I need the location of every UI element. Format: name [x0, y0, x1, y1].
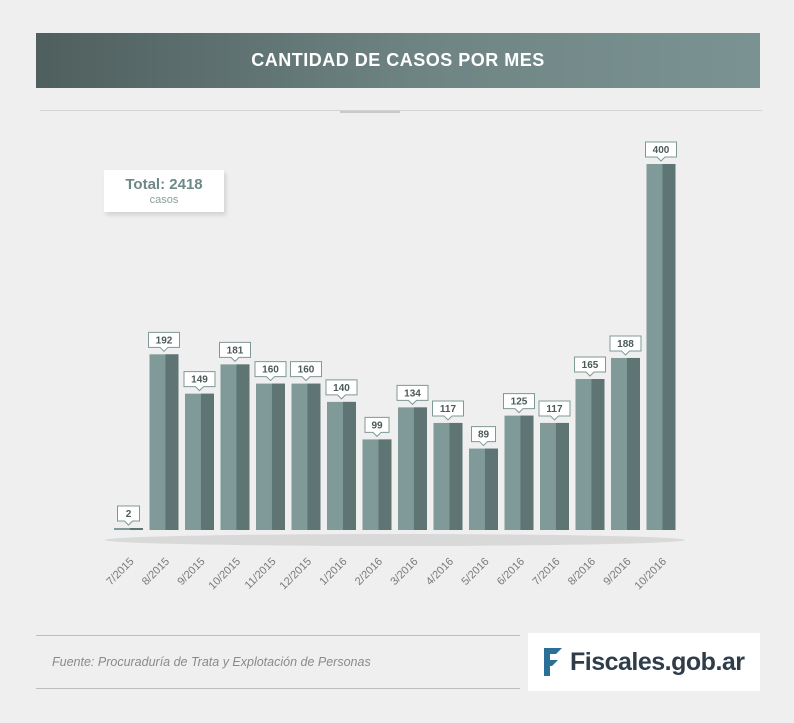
bar-shade	[449, 422, 463, 530]
x-tick-label: 7/2015	[104, 556, 136, 588]
x-tick-label: 8/2015	[140, 556, 172, 588]
data-label: 89	[478, 430, 490, 441]
total-label: Total: 2418	[125, 176, 203, 193]
bar-shade	[555, 422, 569, 530]
data-label-box	[364, 416, 390, 438]
bar	[114, 528, 143, 530]
bar-shade	[591, 379, 605, 530]
data-label: 188	[617, 339, 634, 350]
x-tick-label: 10/2016	[633, 556, 670, 593]
bar-shade	[342, 401, 356, 530]
x-tick-label: 1/2016	[317, 556, 349, 588]
bar-shade	[662, 164, 676, 530]
total-unit: casos	[149, 194, 179, 206]
x-tick-label: 9/2016	[601, 556, 633, 588]
data-label-box	[219, 341, 251, 363]
title-banner: CANTIDAD DE CASOS POR MES	[36, 33, 760, 88]
x-tick-label: 10/2015	[207, 556, 244, 593]
data-label-box	[609, 335, 642, 356]
x-tick-label: 11/2015	[243, 556, 279, 592]
data-label-box	[183, 371, 216, 392]
data-label: 134	[404, 388, 421, 399]
data-label: 2	[126, 509, 132, 520]
x-tick-label: 9/2015	[175, 556, 207, 588]
data-label: 192	[156, 335, 173, 346]
data-label-box	[432, 400, 464, 421]
total-badge: Total: 2418 casos	[104, 170, 224, 212]
data-label: 99	[371, 420, 383, 431]
data-label: 117	[546, 404, 563, 415]
data-label-box	[325, 379, 358, 400]
footer-bottom-rule	[36, 688, 520, 689]
bar-shade	[307, 383, 321, 530]
data-label-box	[503, 393, 535, 414]
data-label-box	[290, 361, 322, 382]
x-tick-label: 3/2016	[388, 556, 420, 588]
bar-shade	[271, 383, 285, 530]
bar-shade	[413, 407, 427, 530]
data-label-box	[645, 141, 677, 162]
chart-title: CANTIDAD DE CASOS POR MES	[251, 50, 545, 70]
data-label: 149	[191, 375, 208, 386]
data-label-box	[117, 505, 140, 526]
x-tick-label: 2/2016	[353, 556, 385, 588]
data-label: 117	[440, 404, 457, 415]
bar-shade	[200, 393, 214, 530]
data-label: 400	[653, 145, 670, 156]
data-label-box	[574, 356, 606, 377]
data-label-box	[538, 400, 571, 421]
data-label-box	[148, 331, 180, 353]
bar-shade	[378, 439, 392, 530]
bar-shade	[520, 415, 534, 530]
flag-icon	[544, 648, 562, 676]
top-divider-accent	[340, 111, 400, 113]
x-tick-label: 4/2016	[424, 556, 456, 588]
data-label: 125	[511, 397, 528, 408]
bar-shade	[165, 354, 179, 530]
logo[interactable]: Fiscales.gob.ar	[528, 633, 760, 691]
bar-shade	[236, 364, 250, 530]
x-tick-label: 8/2016	[566, 556, 598, 588]
bar-shade	[626, 357, 640, 530]
footer-top-rule	[36, 635, 520, 636]
bar-shade	[484, 448, 498, 530]
x-tick-label: 5/2016	[459, 556, 491, 588]
top-divider	[40, 110, 762, 111]
source-note: Fuente: Procuraduría de Trata y Explotac…	[52, 655, 371, 669]
bar-chart: 2 7/2015 192 8/2015 149 9/2015 181 10/2015 160 11…	[104, 141, 685, 593]
data-label: 165	[582, 360, 599, 371]
data-label: 160	[262, 365, 279, 376]
data-label: 140	[333, 383, 350, 394]
data-label: 181	[227, 345, 244, 356]
x-tick-label: 6/2016	[495, 556, 527, 588]
data-label-box	[254, 361, 287, 382]
data-label-box	[396, 384, 429, 406]
x-tick-label: 12/2015	[278, 556, 315, 593]
x-tick-label: 7/2016	[530, 556, 562, 588]
data-label-box	[471, 426, 496, 447]
logo-text: Fiscales.gob.ar	[570, 647, 745, 676]
data-label: 160	[298, 365, 315, 376]
bar-shade	[129, 528, 143, 530]
chart-floor-shadow	[105, 534, 685, 546]
